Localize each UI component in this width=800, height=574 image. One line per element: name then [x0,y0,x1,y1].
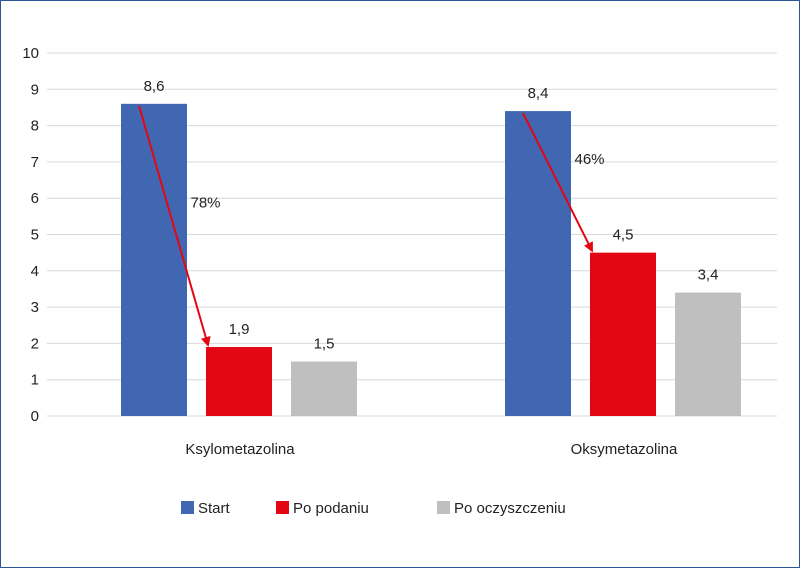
x-category-label: Ksylometazolina [185,441,295,458]
y-tick-label: 7 [31,154,39,171]
y-tick-label: 8 [31,118,39,135]
y-tick-label: 0 [31,408,39,425]
bar [505,111,571,416]
change-arrows: 78% 46% [138,105,605,347]
bar [291,361,357,416]
change-arrow [138,105,211,347]
y-tick-label: 2 [31,335,39,352]
y-tick-label: 9 [31,81,39,98]
data-label: 8,6 [144,78,165,95]
legend: Start Po podaniu Po oczyszczeniu [181,500,566,517]
y-tick-label: 6 [31,190,39,207]
change-percent-label: 78% [190,194,220,211]
bar [121,103,187,416]
y-tick-label: 4 [31,263,39,280]
legend-label: Po oczyszczeniu [454,500,566,517]
legend-swatch [181,501,194,514]
data-label: 1,5 [314,336,335,353]
y-axis-tick-labels: 0 1 2 3 4 5 6 7 8 9 10 [22,45,39,425]
x-axis-category-labels: Ksylometazolina Oksymetazolina [185,441,678,458]
change-percent-label: 46% [574,151,604,168]
change-arrow [522,112,593,253]
data-label: 4,5 [613,227,634,244]
bars [121,103,741,416]
y-tick-label: 5 [31,227,39,244]
y-tick-label: 10 [22,45,39,62]
bar [675,292,741,416]
legend-label: Po podaniu [293,500,369,517]
legend-swatch [437,501,450,514]
bar [590,252,656,416]
bar [206,347,272,416]
data-label: 1,9 [229,321,250,338]
x-category-label: Oksymetazolina [571,441,678,458]
y-tick-label: 1 [31,372,39,389]
data-labels: 8,6 1,9 1,5 8,4 4,5 3,4 [144,78,719,353]
data-label: 3,4 [698,267,719,284]
legend-label: Start [198,500,231,517]
data-label: 8,4 [528,85,549,102]
y-tick-label: 3 [31,299,39,316]
legend-swatch [276,501,289,514]
